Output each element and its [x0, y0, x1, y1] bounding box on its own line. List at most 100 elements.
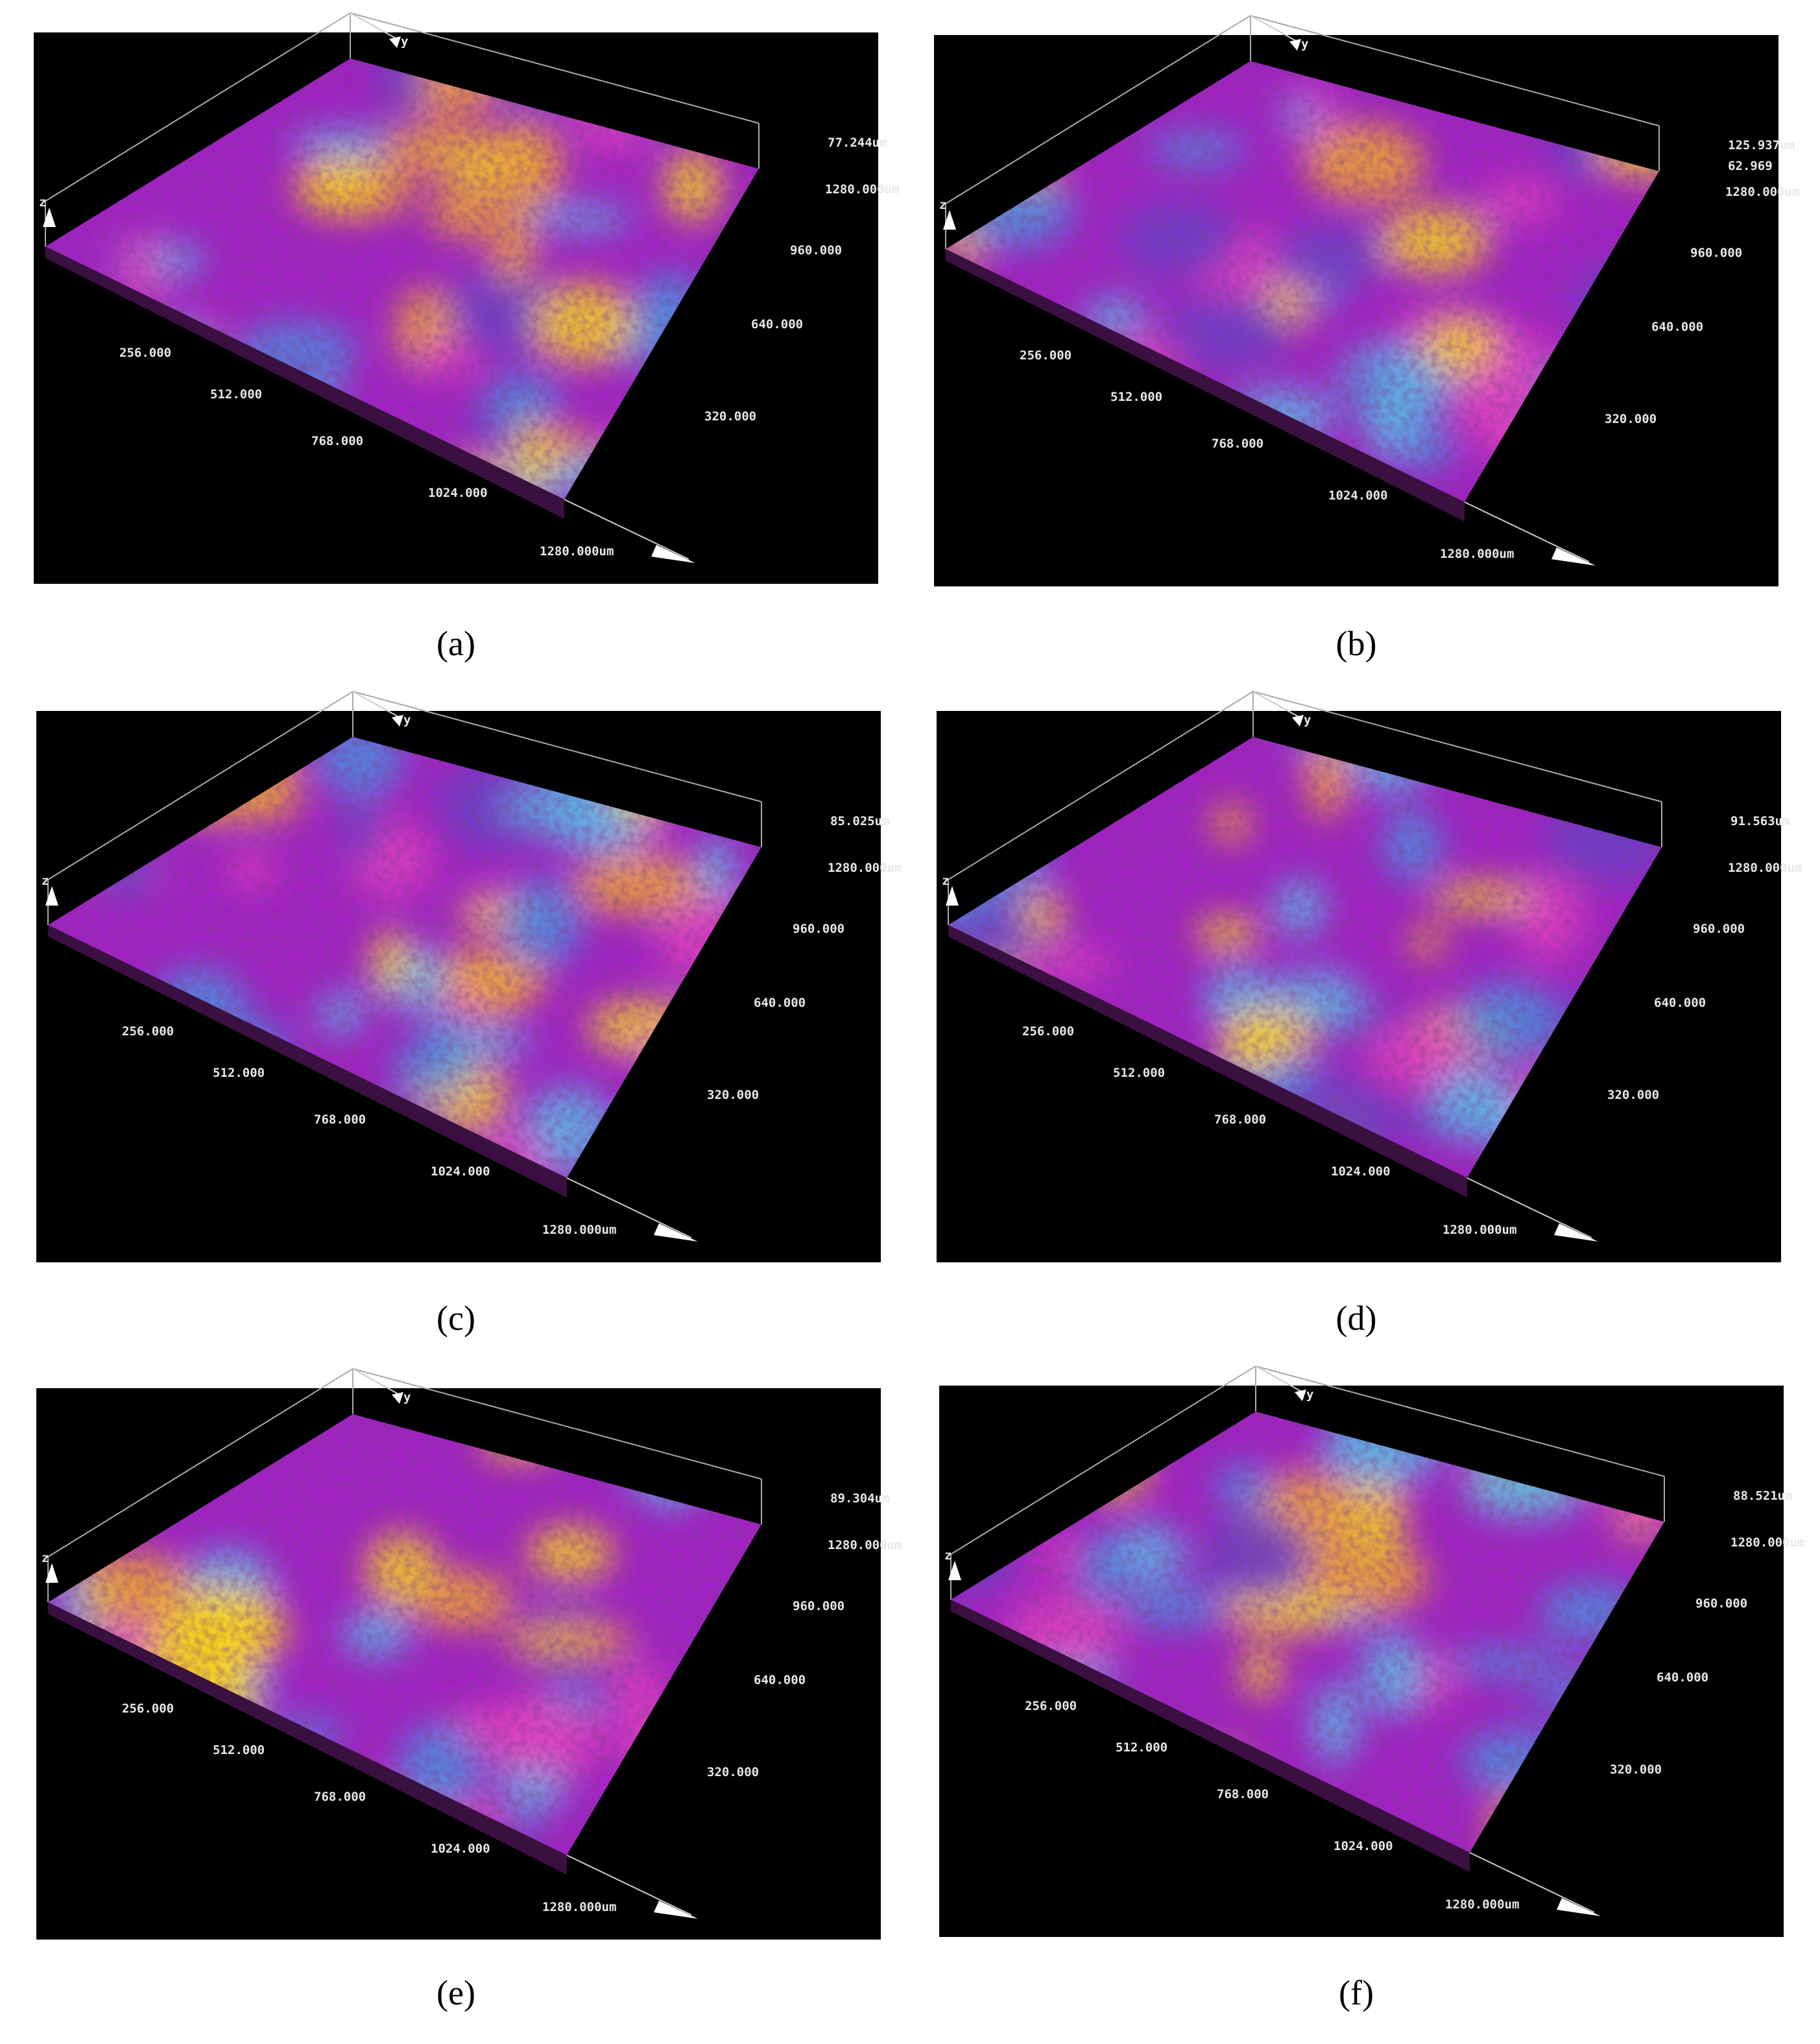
panel-caption: (f): [1339, 1973, 1374, 2012]
surface-edge: [48, 1602, 567, 1875]
z-label: 88.521um: [1733, 1489, 1793, 1503]
y-tick-label: 1280.000um: [1725, 185, 1799, 199]
y-axis: [350, 12, 398, 40]
y-tick-label: 640.000: [1657, 1670, 1708, 1685]
y-tick-label: 640.000: [1654, 996, 1706, 1010]
x-tick-label: 1024.000: [1331, 1164, 1391, 1179]
y-axis: [1252, 691, 1300, 718]
x-tick-label: 1280.000um: [542, 1223, 616, 1237]
y-tick-label: 320.000: [707, 1088, 759, 1102]
y-arrow: [392, 1392, 403, 1404]
panel: 256.000 512.000 768.000 1024.000 1280.000um 3…: [939, 1365, 1804, 1937]
x-tick-label: 768.000: [1214, 1112, 1266, 1127]
z-label: 62.969: [1728, 159, 1773, 173]
x-tick-label: 1280.000um: [1445, 1897, 1519, 1912]
y-tick-label: 1280.000um: [1730, 1535, 1804, 1550]
panel-caption: (a): [437, 624, 475, 663]
x-tick-label: 768.000: [1212, 437, 1263, 451]
y-axis: [352, 1368, 400, 1395]
y-tick-label: 960.000: [793, 1599, 844, 1613]
surface-edge: [45, 246, 564, 519]
z-arrow: [45, 1563, 58, 1583]
surface-edge: [948, 925, 1467, 1197]
x-axis: [1467, 1177, 1592, 1238]
x-tick-label: 256.000: [1025, 1699, 1077, 1713]
x-tick-label: 1024.000: [1328, 488, 1388, 503]
y-axis: [1255, 1365, 1303, 1393]
y-tick-label: 1280.000um: [825, 182, 899, 197]
x-tick-label: 512.000: [1113, 1066, 1165, 1080]
y-axis: [1250, 15, 1298, 42]
y-tick-label: 1280.000um: [1728, 861, 1802, 875]
y-tick-label: 960.000: [1695, 1596, 1747, 1611]
axis-name: y: [401, 34, 408, 49]
y-tick-label: 640.000: [754, 1673, 806, 1687]
x-axis: [566, 1177, 692, 1238]
z-label: 85.025um: [830, 814, 890, 828]
surface-edge: [951, 1600, 1470, 1872]
x-tick-label: 1024.000: [431, 1842, 490, 1856]
x-tick-label: 256.000: [122, 1024, 174, 1039]
y-tick-label: 960.000: [793, 922, 844, 936]
panel: 256.000 512.000 768.000 1024.000 1280.000um 3…: [934, 14, 1799, 586]
x-tick-label: 768.000: [1217, 1787, 1269, 1801]
x-tick-label: 256.000: [119, 346, 171, 360]
x-arrow: [1557, 1898, 1601, 1916]
x-tick-label: 512.000: [210, 387, 262, 402]
axis-name: y: [1306, 1388, 1313, 1402]
y-tick-label: 320.000: [1610, 1762, 1662, 1777]
x-tick-label: 768.000: [311, 434, 363, 448]
y-tick-label: 320.000: [707, 1765, 759, 1779]
x-tick-label: 256.000: [1022, 1024, 1074, 1039]
y-tick-label: 960.000: [790, 243, 842, 258]
y-tick-label: 320.000: [1605, 412, 1657, 426]
axis-name: z: [42, 1551, 49, 1565]
z-arrow: [943, 210, 956, 230]
y-arrow: [1289, 39, 1301, 51]
panel: 256.000 512.000 768.000 1024.000 1280.000um 3…: [36, 1367, 902, 1940]
y-tick-label: 1280.000um: [828, 1538, 902, 1552]
x-tick-label: 1280.000um: [1440, 547, 1514, 561]
panel: 256.000 512.000 768.000 1024.000 1280.000um 3…: [937, 690, 1802, 1262]
panel-caption: (c): [437, 1299, 475, 1338]
x-arrow: [654, 1223, 698, 1242]
x-tick-label: 512.000: [213, 1066, 265, 1080]
x-tick-label: 768.000: [314, 1112, 366, 1127]
z-label: 125.937um: [1728, 138, 1795, 152]
y-tick-label: 960.000: [1690, 246, 1742, 260]
x-tick-label: 1024.000: [428, 486, 488, 500]
panel-caption: (d): [1336, 1299, 1377, 1338]
axis-name: y: [1304, 713, 1311, 727]
y-tick-label: 320.000: [704, 409, 756, 424]
x-tick-label: 512.000: [1116, 1740, 1167, 1755]
y-arrow: [392, 715, 403, 727]
axis-name: z: [42, 874, 49, 888]
y-tick-label: 640.000: [751, 317, 803, 331]
z-label: 91.563um: [1730, 814, 1790, 828]
y-tick-label: 1280.000um: [828, 861, 902, 875]
x-axis: [564, 499, 689, 560]
axis-name: y: [403, 713, 411, 727]
x-tick-label: 1024.000: [1334, 1839, 1393, 1853]
x-tick-label: 256.000: [1020, 348, 1072, 363]
x-tick-label: 1280.000um: [540, 544, 614, 559]
panel-caption: (e): [437, 1973, 475, 2012]
panel: 256.000 512.000 768.000 1024.000 1280.000um 3…: [34, 12, 899, 584]
z-arrow: [45, 886, 58, 906]
x-axis: [1464, 501, 1590, 562]
y-tick-label: 320.000: [1607, 1088, 1659, 1102]
y-tick-label: 640.000: [1651, 320, 1703, 334]
z-arrow: [43, 208, 56, 227]
x-arrow: [654, 1901, 698, 1919]
axis-name: z: [39, 195, 46, 210]
axis-name: z: [942, 874, 949, 888]
axis-name: y: [1301, 37, 1308, 51]
y-arrow: [389, 36, 401, 48]
x-axis: [1469, 1852, 1595, 1913]
x-tick-label: 256.000: [122, 1701, 174, 1716]
y-tick-label: 960.000: [1693, 922, 1745, 936]
x-arrow: [1554, 1223, 1598, 1242]
y-axis: [352, 691, 400, 718]
x-tick-label: 1280.000um: [1443, 1223, 1516, 1237]
